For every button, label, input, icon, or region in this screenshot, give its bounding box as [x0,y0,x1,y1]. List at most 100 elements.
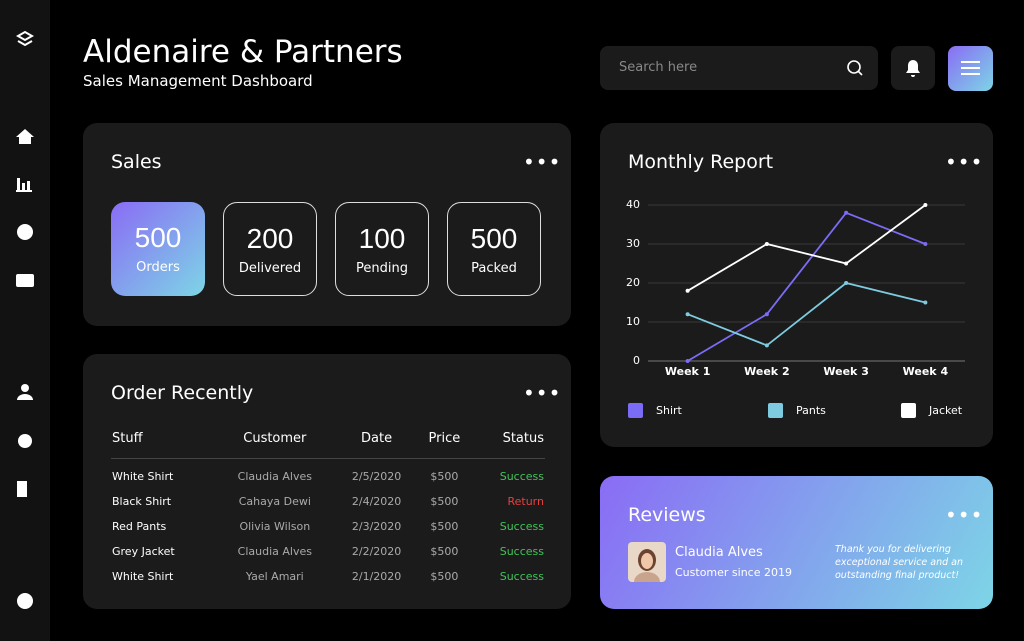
data-point [685,312,690,317]
order-cell: 2/4/2020 [351,495,402,508]
y-tick-label: 20 [626,276,640,289]
order-row: White Shirt Claudia Alves 2/5/2020 $500 Succ… [111,459,545,485]
data-point [685,359,690,363]
card-title: Reviews [628,504,706,526]
order-cell: 2/5/2020 [351,470,402,483]
column-header: Date [335,430,418,459]
order-row: Red Pants Olivia Wilson 2/3/2020 $500 Succes… [111,509,545,534]
column-header: Customer [214,430,336,459]
order-status: Success [499,520,544,533]
stat-label: Delivered [238,261,302,276]
order-cell: Yael Amari [245,570,304,583]
stat-value: 500 [470,223,518,254]
review-quote: Thank you for delivering exceptional ser… [835,544,964,581]
report-card: Monthly Report ••• 0 10 20 30 40 Week 1 Week 2… [600,123,993,447]
order-cell: 2/1/2020 [351,570,402,583]
y-tick-label: 30 [626,237,640,250]
x-tick-label: Week 3 [823,365,868,378]
stat: 100 Pending [335,202,429,296]
data-point [685,288,690,293]
order-cell: $500 [430,495,459,508]
stat-value: 200 [246,223,294,254]
sidebar-icons [15,30,35,609]
data-point [844,261,849,266]
order-cell: White Shirt [112,470,174,483]
avatar [628,542,666,582]
reviews-card: Reviews ••• Claudia Alves Customer since… [600,476,993,609]
orders-table: Stuff Customer Date Price Status White Shirt… [111,430,545,584]
order-cell: $500 [430,470,459,483]
order-cell: 2/3/2020 [351,520,402,533]
stat-label: Pending [356,261,408,276]
line-chart: 0 10 20 30 40 Week 1 Week 2 Week 3 Week 4 Shirt Pa… [626,198,965,418]
y-tick-label: 10 [626,315,640,328]
data-point [764,312,769,317]
order-cell: $500 [430,520,459,533]
data-point [844,281,849,285]
order-cell: Cahaya Dewi [238,495,311,508]
x-tick-label: Week 2 [744,365,789,378]
series-line [687,211,926,362]
search-icon [847,60,863,76]
menu-button[interactable] [948,46,993,91]
order-cell: Grey Jacket [112,545,175,558]
reviewer-since: Customer since 2019 [675,566,792,579]
data-point [764,242,769,246]
more-button[interactable]: ••• [523,381,562,405]
data-point [923,300,928,305]
legend-swatch [901,403,916,418]
more-button[interactable]: ••• [945,503,984,527]
x-tick-label: Week 1 [665,365,710,378]
series-line [687,282,926,347]
order-row: Grey Jacket Claudia Alves 2/2/2020 $500 Succ… [111,534,545,559]
order-row: Black Shirt Cahaya Dewi 2/4/2020 $500 Return [111,484,545,509]
stat-value: 500 [134,222,182,253]
search-placeholder: Search here [619,60,698,75]
column-header: Stuff [111,430,215,459]
order-status: Success [499,570,544,583]
title: Aldenaire & Partners [83,34,403,70]
legend-label: Jacket [928,404,963,417]
stat: 500 Orders [111,202,205,296]
sales-card: Sales ••• 500 Orders 200 Delivered 100 Pend… [83,123,571,326]
orders-card: Order Recently ••• Stuff Customer Date Pric… [83,354,571,609]
order-status: Success [499,470,544,483]
order-cell: White Shirt [112,570,174,583]
data-point [844,210,849,215]
more-button[interactable]: ••• [945,150,984,174]
order-cell: $500 [430,570,459,583]
stat-value: 100 [358,223,406,254]
stat: 200 Delivered [223,202,317,296]
notification-button[interactable] [891,46,935,90]
sidebar [0,0,50,641]
order-cell: $500 [430,545,459,558]
search-box[interactable]: Search here [600,46,878,90]
more-button[interactable]: ••• [523,150,562,174]
column-header: Status [471,430,545,459]
card-title: Monthly Report [628,151,774,173]
legend-swatch [768,403,783,418]
bell-icon [906,60,920,77]
stat-label: Packed [471,261,517,276]
stat: 500 Packed [447,202,541,296]
order-cell: Black Shirt [112,495,172,508]
legend-label: Shirt [656,404,683,417]
legend-swatch [628,403,643,418]
x-tick-label: Week 4 [903,365,949,378]
card-title: Sales [111,151,162,173]
order-cell: Olivia Wilson [239,520,311,533]
order-cell: 2/2/2020 [351,545,402,558]
order-cell: Claudia Alves [237,470,312,483]
order-status: Success [499,545,544,558]
series-line [687,204,926,292]
data-point [923,242,928,246]
y-tick-label: 0 [633,354,640,367]
order-cell: Red Pants [112,520,167,533]
order-status: Return [507,495,544,508]
column-header: Price [417,430,472,459]
menu-icon [961,61,980,75]
card-title: Order Recently [111,382,254,404]
reviewer-name: Claudia Alves [675,545,763,560]
data-point [764,343,769,348]
